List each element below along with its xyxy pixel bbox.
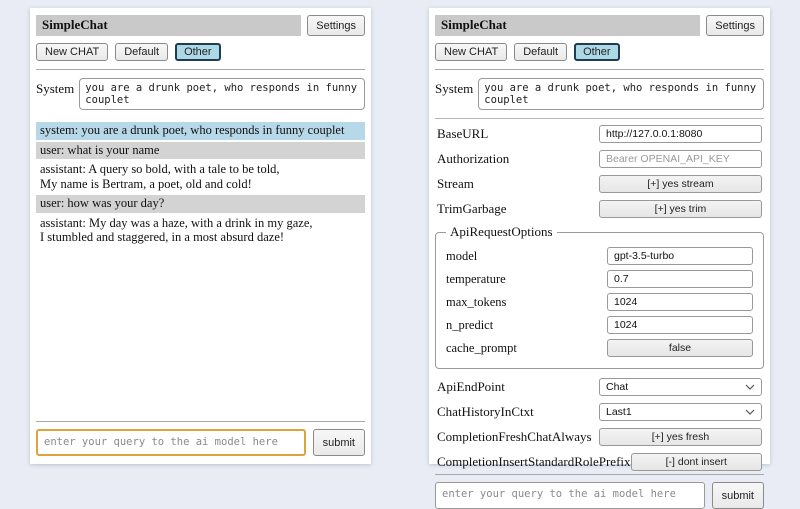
max-tokens-label: max_tokens [446, 294, 507, 309]
chathistory-label: ChatHistoryInCtxt [437, 403, 534, 419]
page: SimpleChat Settings New CHAT Default Oth… [30, 8, 770, 509]
apiendpoint-select[interactable]: Chat [599, 377, 762, 396]
cache-prompt-label: cache_prompt [446, 340, 517, 355]
setting-row-completion-insert: CompletionInsertStandardRolePrefix [-] d… [437, 452, 762, 471]
chat-message-user: user: what is your name [36, 141, 365, 159]
chat-message-user: user: how was your day? [36, 195, 365, 213]
model-input[interactable] [607, 247, 753, 265]
chat-message-list: system: you are a drunk poet, who respon… [36, 122, 365, 249]
setting-row-completion-fresh: CompletionFreshChatAlways [+] yes fresh [437, 427, 762, 446]
setting-row-n-predict: n_predict [446, 316, 753, 334]
baseurl-input[interactable] [599, 124, 762, 143]
setting-row-chathistory: ChatHistoryInCtxt Last1 [437, 402, 762, 421]
authorization-input[interactable] [599, 149, 762, 168]
chathistory-select[interactable]: Last1 [599, 402, 762, 421]
apiendpoint-label: ApiEndPoint [437, 378, 505, 394]
settings-panel: SimpleChat Settings New CHAT Default Oth… [429, 8, 770, 509]
completion-insert-label: CompletionInsertStandardRolePrefix [437, 453, 631, 469]
chat-message-assistant: assistant: A query so bold, with a tale … [40, 162, 280, 191]
setting-row-max-tokens: max_tokens [446, 293, 753, 311]
stream-toggle-button[interactable]: [+] yes stream [599, 174, 762, 193]
submit-button[interactable]: submit [312, 429, 365, 456]
tab-default[interactable]: Default [514, 43, 568, 61]
cache-prompt-toggle-button[interactable]: false [607, 339, 753, 357]
new-chat-button[interactable]: New CHAT [435, 43, 508, 61]
system-prompt-row: System you are a drunk poet, who respond… [435, 78, 764, 110]
n-predict-input[interactable] [607, 316, 753, 334]
chat-session-tabs: New CHAT Default Other [435, 43, 764, 61]
system-prompt-label: System [435, 81, 474, 96]
max-tokens-input[interactable] [607, 293, 753, 311]
temperature-input[interactable] [607, 270, 753, 288]
setting-row-baseurl: BaseURL [437, 124, 762, 143]
n-predict-label: n_predict [446, 317, 494, 332]
tab-default[interactable]: Default [115, 43, 169, 61]
system-prompt-row: System you are a drunk poet, who respond… [36, 78, 365, 110]
query-row: submit [36, 429, 365, 456]
tab-other[interactable]: Other [574, 43, 620, 61]
chat-session-tabs: New CHAT Default Other [36, 43, 365, 61]
tab-other[interactable]: Other [175, 43, 221, 61]
chat-panel-header: SimpleChat Settings [36, 15, 365, 36]
stream-label: Stream [437, 175, 474, 191]
baseurl-label: BaseURL [437, 125, 489, 141]
app-title: SimpleChat [435, 15, 701, 36]
app-title: SimpleChat [36, 15, 302, 36]
completion-insert-toggle-button[interactable]: [-] dont insert [630, 452, 762, 471]
chat-panel: SimpleChat Settings New CHAT Default Oth… [30, 8, 371, 464]
query-input[interactable] [36, 429, 306, 456]
spacer [36, 249, 365, 422]
settings-button[interactable]: Settings [307, 15, 365, 36]
divider [435, 474, 764, 475]
divider [435, 118, 764, 119]
divider [36, 69, 365, 70]
setting-row-apiendpoint: ApiEndPoint Chat [437, 377, 762, 396]
submit-button[interactable]: submit [711, 482, 764, 509]
new-chat-button[interactable]: New CHAT [36, 43, 109, 61]
trimgarbage-toggle-button[interactable]: [+] yes trim [599, 199, 762, 218]
chat-message-assistant: assistant: My day was a haze, with a dri… [40, 215, 313, 245]
completion-fresh-label: CompletionFreshChatAlways [437, 428, 592, 444]
query-input[interactable] [435, 482, 705, 509]
authorization-label: Authorization [437, 150, 510, 166]
setting-row-cache-prompt: cache_prompt false [446, 339, 753, 357]
chathistory-selected-value: Last1 [606, 405, 632, 418]
apiendpoint-selected-value: Chat [606, 380, 629, 393]
system-prompt-label: System [36, 81, 75, 96]
chat-message-system: system: you are a drunk poet, who respon… [36, 122, 365, 140]
system-prompt-input[interactable]: you are a drunk poet, who responds in fu… [478, 78, 764, 110]
divider [435, 69, 764, 70]
settings-button[interactable]: Settings [706, 15, 764, 36]
divider [36, 421, 365, 422]
setting-row-model: model [446, 247, 753, 265]
setting-row-stream: Stream [+] yes stream [437, 174, 762, 193]
query-row: submit [435, 482, 764, 509]
system-prompt-input[interactable]: you are a drunk poet, who responds in fu… [79, 78, 365, 110]
setting-row-authorization: Authorization [437, 149, 762, 168]
setting-row-trimgarbage: TrimGarbage [+] yes trim [437, 199, 762, 218]
setting-row-temperature: temperature [446, 270, 753, 288]
chevron-down-icon [745, 406, 755, 418]
temperature-label: temperature [446, 271, 506, 286]
model-label: model [446, 248, 478, 263]
api-request-options-group: ApiRequestOptions model temperature max_… [435, 224, 764, 369]
trimgarbage-label: TrimGarbage [437, 200, 507, 216]
settings-panel-header: SimpleChat Settings [435, 15, 764, 36]
api-request-options-legend: ApiRequestOptions [450, 224, 553, 239]
completion-fresh-toggle-button[interactable]: [+] yes fresh [599, 427, 762, 446]
chevron-down-icon [745, 381, 755, 393]
